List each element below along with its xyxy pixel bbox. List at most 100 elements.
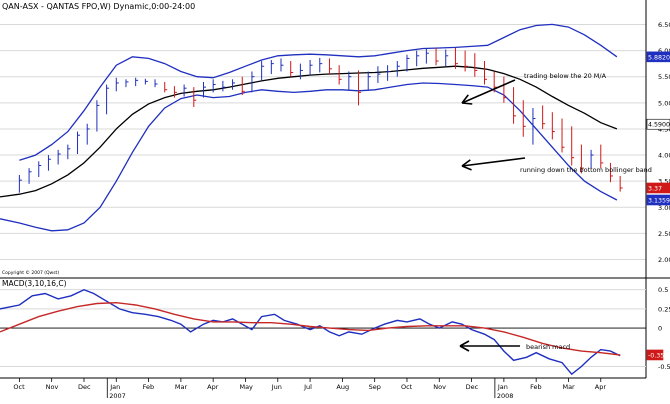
- price-bar: [484, 61, 487, 85]
- price-bar: [328, 58, 332, 75]
- time-axis: Oct Nov Dec Jan Feb Mar Apr May Jun Jul Aug Sep Oct N…: [0, 377, 646, 400]
- price-bar: [609, 162, 613, 183]
- price-bar: [28, 168, 32, 184]
- month-label: Aug: [336, 383, 349, 391]
- signal-line: [0, 301, 621, 356]
- month-label: Nov: [46, 383, 59, 391]
- macd-tag-label: -0.35: [648, 352, 664, 359]
- annotation-macd-arrow-head: [459, 340, 470, 352]
- month-label: Jan: [109, 383, 120, 391]
- price-bar: [38, 161, 42, 178]
- price-bar: [600, 144, 604, 169]
- month-label: Mar: [175, 383, 188, 391]
- price-tick-label: 6.00: [658, 47, 670, 55]
- price-bar: [86, 123, 90, 145]
- price-tag-label: 4.59000: [648, 122, 670, 129]
- annotation-ma-arrow-head: [461, 94, 473, 105]
- price-tag-label: 3.13597: [648, 197, 670, 204]
- price-bars: [18, 47, 623, 193]
- chart-title: QAN-ASX - QANTAS FPO,W) Dynamic,0:00-24:…: [2, 2, 195, 11]
- annotation-bollinger-text: running down the bottom bollinger band: [520, 166, 652, 174]
- price-bar: [144, 78, 148, 85]
- price-bar: [522, 100, 526, 137]
- price-bar: [135, 77, 139, 87]
- price-bar: [338, 65, 342, 85]
- price-bar: [542, 105, 546, 129]
- price-tick-label: 5.00: [658, 99, 670, 107]
- copyright-text: Copyright © 2007 (Qwst): [2, 269, 59, 276]
- price-tick-label: 2.00: [658, 256, 670, 264]
- price-bar: [309, 59, 313, 76]
- price-bar: [348, 71, 352, 90]
- price-tag-box: [646, 182, 670, 194]
- price-tag-label: 3.37: [648, 185, 662, 192]
- annotation-bollinger-arrow-shaft: [461, 157, 526, 167]
- month-label: Dec: [466, 383, 479, 391]
- price-bar: [503, 76, 507, 103]
- price-bar: [57, 149, 61, 165]
- month-label: Mar: [562, 383, 575, 391]
- month-label: Apr: [207, 383, 219, 391]
- price-axis: 6.506.005.505.004.504.003.503.002.502.00: [0, 0, 670, 378]
- annotation-ma-arrow: [461, 79, 516, 105]
- price-tick-label: 3.50: [658, 178, 670, 186]
- price-bar: [18, 174, 22, 193]
- annotation-ma-arrow-shaft: [461, 79, 516, 104]
- price-bar: [445, 49, 449, 67]
- price-bar: [454, 47, 458, 69]
- price-tag-box: [646, 118, 670, 130]
- macd-value-tags: -0.35: [646, 349, 664, 361]
- price-bar: [319, 57, 323, 73]
- annotation-bollinger-arrow-head: [461, 159, 472, 171]
- macd-tick-label: 0: [658, 325, 662, 333]
- price-tag: 5.88207: [646, 51, 670, 63]
- month-label: Jan: [497, 383, 508, 391]
- price-tag: 3.13597: [646, 194, 670, 206]
- price-bar: [580, 144, 584, 174]
- macd-tick-label: 0.25: [658, 305, 670, 313]
- month-label: Sep: [369, 383, 381, 391]
- price-bar: [154, 79, 158, 88]
- price-bar: [47, 155, 51, 171]
- price-bar: [358, 70, 362, 106]
- annotation-macd-arrow: [459, 340, 520, 352]
- price-bar: [193, 87, 197, 107]
- price-bar: [367, 71, 371, 90]
- price-bar: [125, 79, 129, 88]
- price-bar: [261, 61, 265, 81]
- macd-title: MACD(3,10,16,C): [2, 279, 67, 288]
- month-label: Feb: [530, 383, 542, 391]
- macd-tag-box: [646, 349, 664, 361]
- price-bar: [590, 149, 594, 169]
- price-bar: [299, 63, 303, 80]
- bollinger-upper-line: [19, 23, 618, 161]
- annotation-ma-text: trading below the 20 M/A: [524, 72, 607, 80]
- year-label: 2007: [109, 392, 126, 400]
- price-tag: 3.37: [646, 182, 670, 194]
- price-tick-label: 3.00: [658, 204, 670, 212]
- price-gridlines: [0, 23, 646, 261]
- price-bar: [280, 58, 284, 72]
- price-tick-label: 5.50: [658, 73, 670, 81]
- month-label: Jun: [271, 383, 282, 391]
- price-tag-box: [646, 194, 670, 206]
- price-tick-label: 2.50: [658, 230, 670, 238]
- bollinger-lower-line: [0, 82, 618, 232]
- price-tag: 4.59000: [646, 118, 670, 130]
- price-bar: [571, 126, 575, 166]
- month-label: Oct: [401, 383, 413, 391]
- price-bar: [173, 86, 177, 98]
- month-label: Nov: [433, 383, 446, 391]
- price-tick-label: 4.00: [658, 152, 670, 160]
- price-bar: [270, 59, 274, 75]
- price-bar: [290, 61, 294, 77]
- price-bar: [96, 100, 100, 132]
- price-bar: [115, 77, 119, 92]
- macd-tick-label: 0.5: [658, 286, 668, 294]
- price-bar: [513, 87, 517, 124]
- price-bar: [464, 50, 468, 72]
- price-bar: [406, 54, 410, 72]
- price-bar: [532, 108, 536, 145]
